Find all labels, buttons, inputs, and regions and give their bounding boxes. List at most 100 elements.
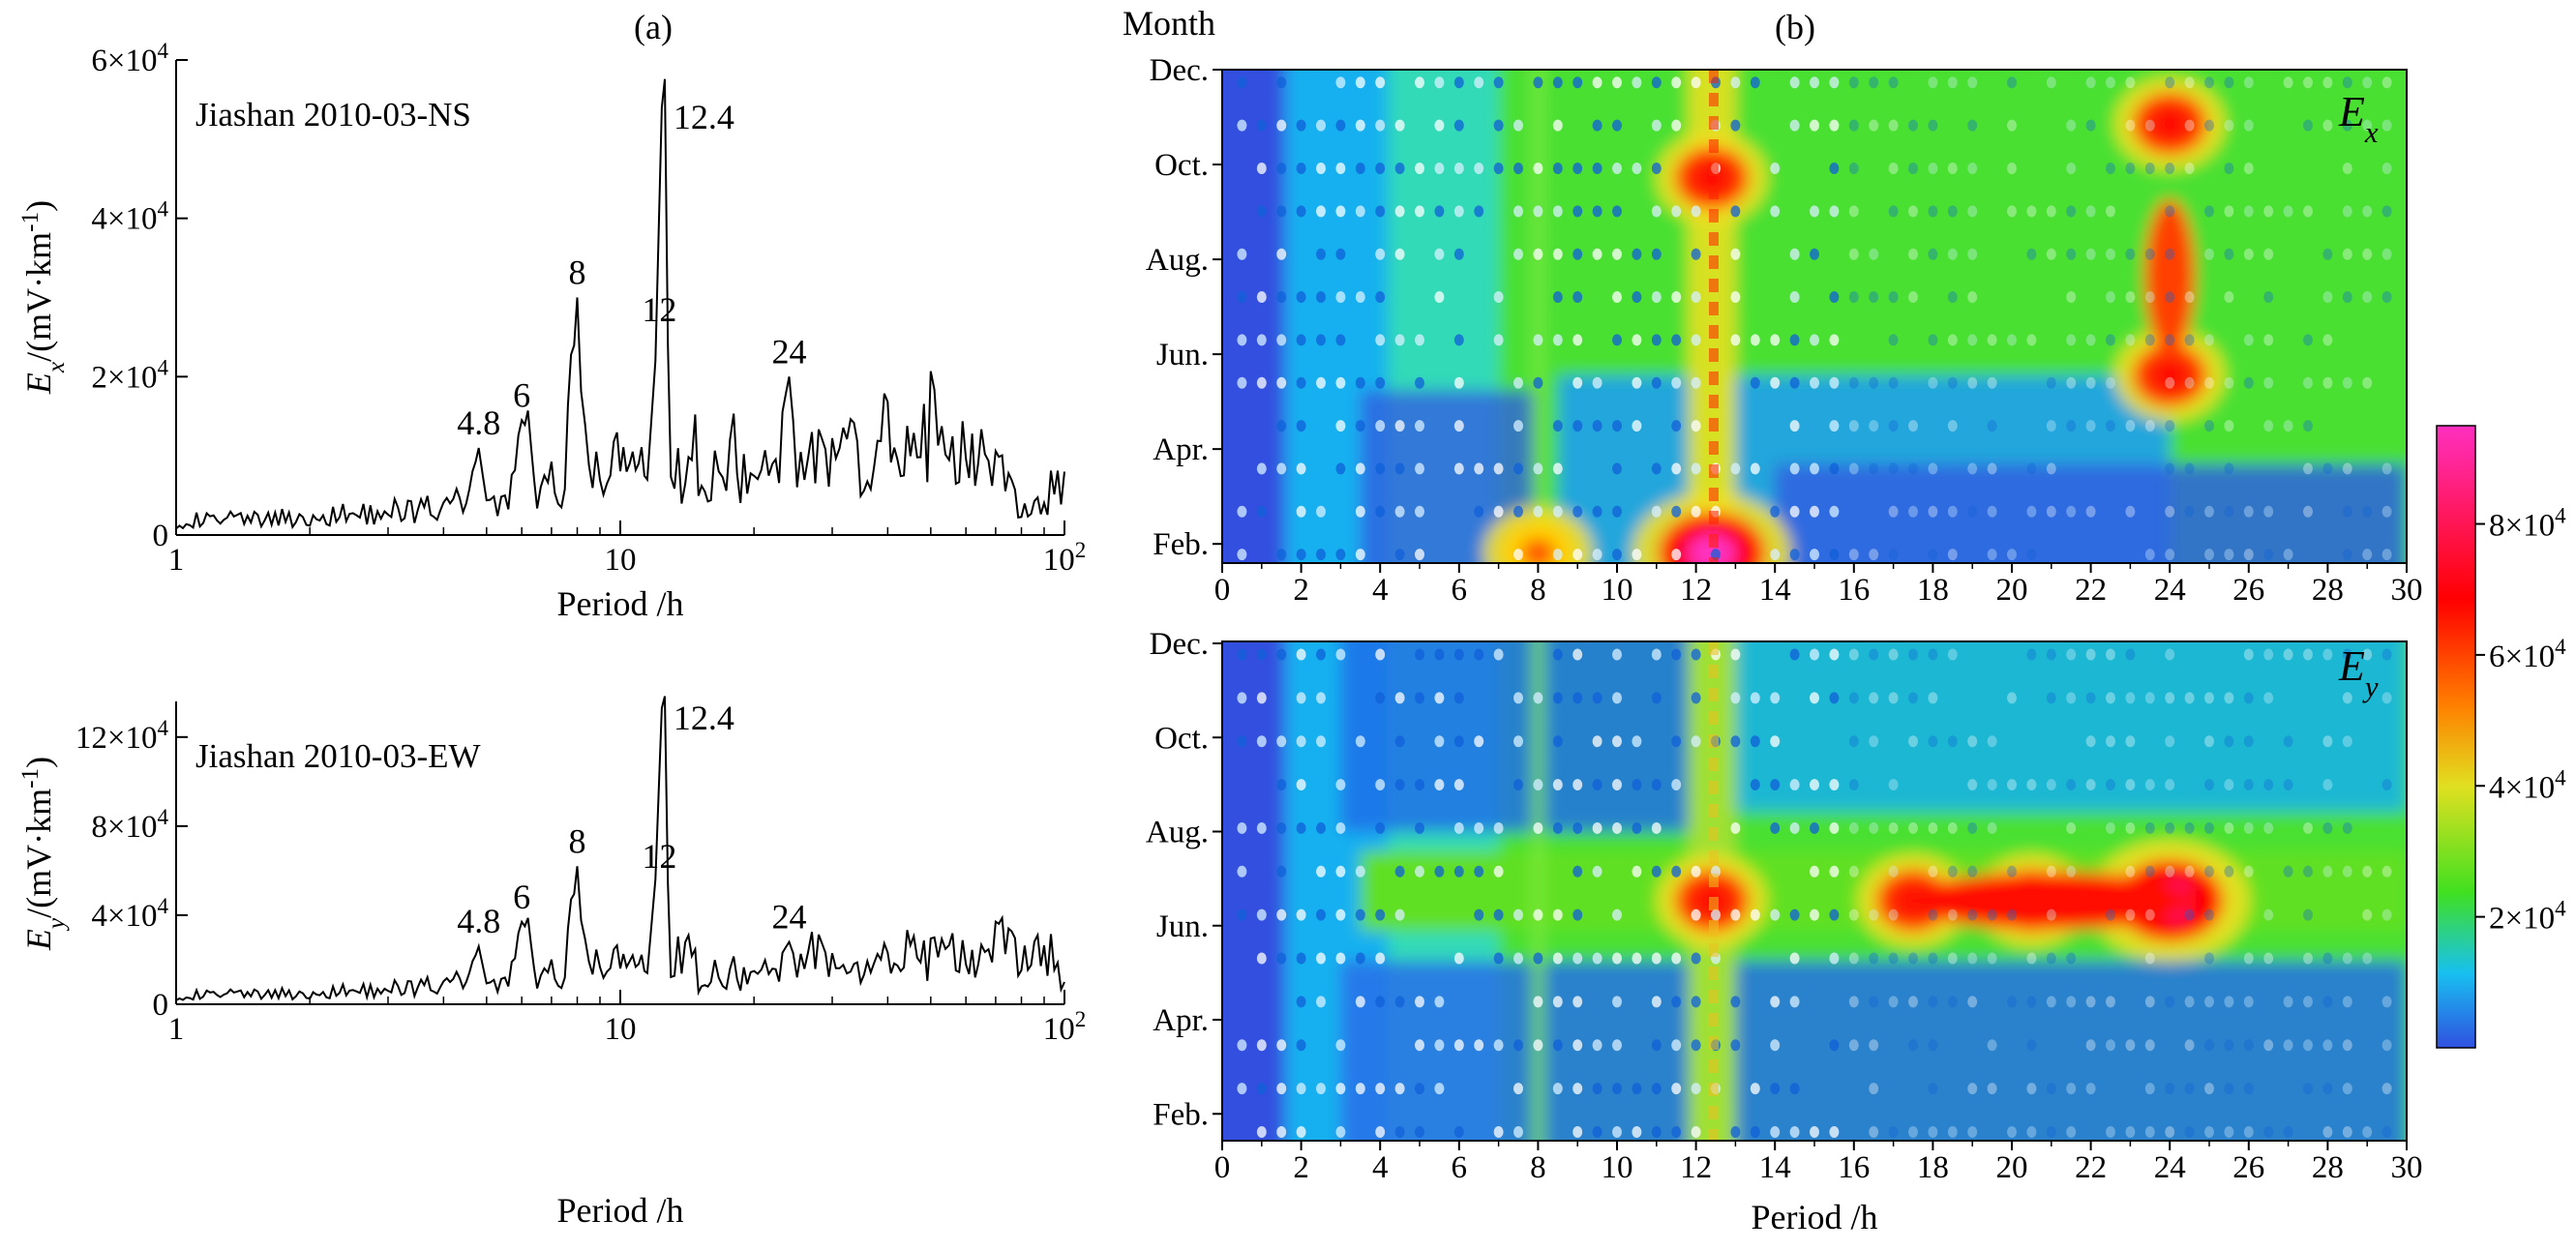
heatmap-fleck xyxy=(1789,908,1800,921)
heatmap-fleck xyxy=(1493,462,1504,475)
heatmap-fleck xyxy=(1908,248,1918,260)
heatmap-fleck xyxy=(2303,821,2313,834)
heatmap-fleck xyxy=(1533,462,1543,475)
heatmap-fleck xyxy=(2106,291,2115,304)
heatmap-fleck xyxy=(1750,334,1760,346)
heatmap-fleck xyxy=(2224,821,2234,834)
heatmap-fleck xyxy=(1592,248,1603,260)
heatmap-fleck xyxy=(1415,821,1424,834)
heatmap-fleck xyxy=(2303,996,2313,1008)
heatmap-fleck xyxy=(1592,952,1603,965)
heatmap-fleck xyxy=(1592,420,1603,432)
heatmap-fleck xyxy=(2007,334,2017,346)
heatmap-fleck xyxy=(1474,1039,1484,1052)
heatmap-fleck xyxy=(2283,549,2293,561)
heatmap-fleck xyxy=(1493,334,1504,346)
heatmap-fleck xyxy=(2243,1039,2254,1052)
heatmap-fleck xyxy=(1552,735,1563,748)
heatmap-fleck xyxy=(2342,996,2352,1008)
heatmap-fleck xyxy=(2184,692,2195,704)
heatmap-fleck xyxy=(1691,735,1701,748)
heatmap-fleck xyxy=(2342,462,2352,475)
heatmap-fleck xyxy=(1592,205,1603,218)
heatmap-fleck xyxy=(2243,1083,2254,1095)
x-tick-label: 26 xyxy=(2232,1150,2264,1185)
heatmap-fleck xyxy=(1493,505,1504,518)
heatmap-fleck xyxy=(1987,1083,1997,1095)
y-tick-label: Aug. xyxy=(1146,243,1209,278)
heatmap-fleck xyxy=(1967,996,1978,1008)
x-tick-label: 12 xyxy=(1680,573,1712,608)
x-tick-label: 4 xyxy=(1372,573,1389,608)
x-axis-label: Period /h xyxy=(557,1191,684,1230)
heatmap-fleck xyxy=(1335,163,1346,174)
x-tick-label: 2 xyxy=(1293,573,1309,608)
heatmap-fleck xyxy=(1750,1126,1760,1139)
heatmap-fleck xyxy=(1513,1039,1523,1052)
heatmap-fleck xyxy=(2165,865,2175,878)
heatmap-fleck xyxy=(1947,376,1958,389)
heatmap-fleck xyxy=(2322,821,2333,834)
heatmap-fleck xyxy=(2085,996,2096,1008)
heatmap-fleck xyxy=(2224,1083,2234,1095)
heatmap-fleck xyxy=(1730,248,1741,260)
heatmap-fleck xyxy=(1453,865,1464,878)
heatmap-fleck xyxy=(1453,1126,1464,1139)
heatmap-fleck xyxy=(2303,334,2313,346)
heatmap-fleck xyxy=(1375,248,1386,260)
heatmap-fleck xyxy=(1947,248,1958,260)
heatmap-fleck xyxy=(1493,908,1504,921)
heatmap-fleck xyxy=(2125,1039,2136,1052)
heatmap-fleck xyxy=(2165,549,2175,561)
heatmap-fleck xyxy=(2184,505,2195,518)
heatmap-fleck xyxy=(2085,420,2096,432)
heatmap-fleck xyxy=(1533,248,1543,260)
heatmap-fleck xyxy=(2322,996,2333,1008)
heatmap-fleck xyxy=(2066,996,2077,1008)
heatmap-fleck xyxy=(1415,462,1424,475)
heatmap-fleck xyxy=(2322,119,2333,132)
heatmap-fleck xyxy=(2106,334,2115,346)
heatmap-fleck xyxy=(1256,648,1267,661)
heatmap-fleck xyxy=(1632,735,1642,748)
heatmap-fleck xyxy=(1237,248,1247,260)
heatmap-fleck xyxy=(1928,376,1938,389)
x-axis-label: Period /h xyxy=(557,584,684,623)
heatmap-fleck xyxy=(2144,334,2155,346)
heatmap-fleck xyxy=(2165,692,2175,704)
heatmap-fleck xyxy=(1316,1083,1326,1095)
heatmap-fleck xyxy=(1573,76,1583,89)
heatmap-fleck xyxy=(1947,334,1958,346)
heatmap-fleck xyxy=(1869,821,1879,834)
heatmap-fleck xyxy=(2184,76,2195,89)
heatmap-fleck xyxy=(1276,334,1287,346)
heatmap-fleck xyxy=(2144,248,2155,260)
heatmap-fleck xyxy=(2243,821,2254,834)
heatmap-fleck xyxy=(1592,1083,1603,1095)
heatmap-fleck xyxy=(2342,952,2352,965)
heatmap-fleck xyxy=(1888,76,1899,89)
heatmap-fleck xyxy=(1296,908,1306,921)
heatmap-fleck xyxy=(1967,952,1978,965)
heatmap-fleck xyxy=(1967,865,1978,878)
heatmap-fleck xyxy=(1493,952,1504,965)
heatmap-fleck xyxy=(1552,952,1563,965)
heatmap-fleck xyxy=(1612,1126,1622,1139)
heatmap-fleck xyxy=(2165,1083,2175,1095)
heatmap-fleck xyxy=(1750,779,1760,791)
heatmap-fleck xyxy=(2106,735,2115,748)
heatmap-fleck xyxy=(2085,1039,2096,1052)
heatmap-fleck xyxy=(1434,119,1445,132)
heatmap-fleck xyxy=(1789,334,1800,346)
heatmap-fleck xyxy=(2381,1126,2392,1139)
heatmap-fleck xyxy=(1612,821,1622,834)
heatmap-fleck xyxy=(2362,376,2373,389)
heatmap-fleck xyxy=(1474,648,1484,661)
heatmap-fleck xyxy=(1829,119,1840,132)
heatmap-fleck xyxy=(1829,76,1840,89)
heatmap-fleck xyxy=(1967,821,1978,834)
heatmap-fleck xyxy=(2224,996,2234,1008)
heatmap-fleck xyxy=(1987,952,1997,965)
heatmap-fleck xyxy=(1237,735,1247,748)
heatmap-fleck xyxy=(1928,692,1938,704)
